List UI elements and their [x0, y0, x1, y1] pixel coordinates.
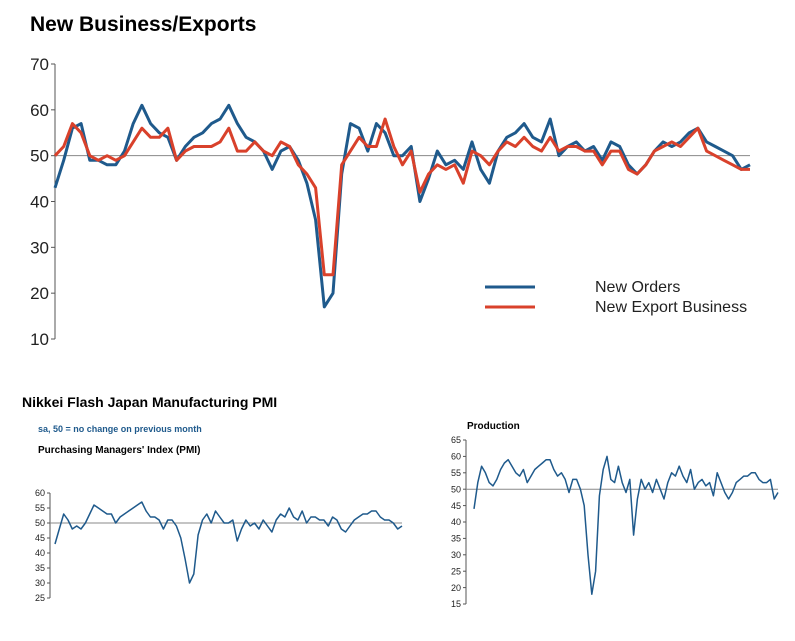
pmi-chart: Nikkei Flash Japan Manufacturing PMI sa,…	[22, 394, 403, 603]
legend-label-new-orders: New Orders	[595, 279, 680, 296]
y-tick-label: 45	[451, 501, 461, 511]
y-tick-label: 30	[35, 578, 45, 588]
y-tick-label: 20	[451, 583, 461, 593]
legend-label-new-export-business: New Export Business	[595, 299, 747, 316]
y-tick-label: 50	[30, 147, 49, 166]
y-tick-label: 60	[30, 101, 49, 120]
new-business-exports-chart: New Business/Exports 10 20 30 40 50 60 70 New …	[30, 13, 751, 349]
y-tick-label: 60	[451, 452, 461, 462]
y-tick-label: 30	[451, 550, 461, 560]
series-line-1	[54, 501, 403, 584]
y-tick-label: 30	[30, 238, 49, 257]
chart-title: Production	[467, 421, 520, 432]
series-line-2	[53, 117, 750, 277]
y-tick-label: 40	[451, 517, 461, 527]
y-tick-label: 55	[451, 468, 461, 478]
y-tick-label: 50	[451, 484, 461, 494]
y-tick-label: 15	[451, 599, 461, 609]
y-tick-label: 45	[35, 533, 45, 543]
y-tick-label: 35	[35, 563, 45, 573]
chart-title: New Business/Exports	[30, 13, 256, 36]
y-tick-label: 65	[451, 435, 461, 445]
y-tick-label: 10	[30, 330, 49, 349]
series-line-1	[473, 455, 779, 595]
chart-subtitle: Purchasing Managers' Index (PMI)	[38, 445, 200, 456]
y-tick-label: 50	[35, 518, 45, 528]
y-tick-label: 40	[30, 192, 49, 211]
chart-title: Nikkei Flash Japan Manufacturing PMI	[22, 394, 277, 410]
y-tick-label: 60	[35, 488, 45, 498]
y-tick-label: 25	[451, 566, 461, 576]
y-tick-label: 55	[35, 503, 45, 513]
y-tick-label: 25	[35, 593, 45, 603]
y-tick-label: 35	[451, 534, 461, 544]
y-tick-label: 70	[30, 55, 49, 74]
y-tick-label: 20	[30, 284, 49, 303]
chart-note: sa, 50 = no change on previous month	[38, 424, 202, 434]
y-tick-label: 40	[35, 548, 45, 558]
legend: New Orders New Export Business	[485, 279, 747, 316]
production-chart: Production 15 20 25 30 35 40 45 50 55 60 65	[451, 421, 779, 609]
